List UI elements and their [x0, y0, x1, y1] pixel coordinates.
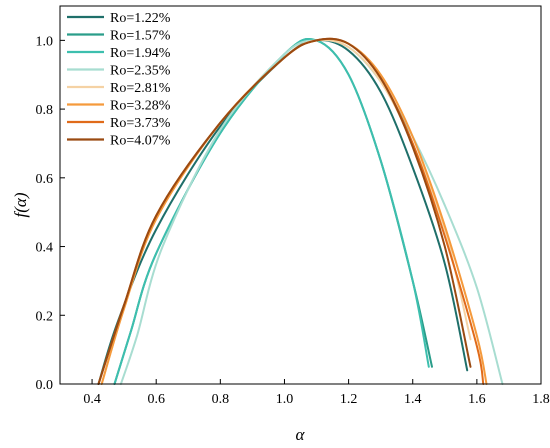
- x-tick-label: 1.6: [468, 392, 486, 407]
- legend-label: Ro=3.73%: [110, 116, 171, 131]
- x-tick-label: 0.4: [83, 392, 101, 407]
- y-tick-label: 0.2: [36, 309, 54, 324]
- y-tick-label: 0.8: [36, 103, 54, 118]
- plot-frame: [59, 5, 542, 385]
- legend-label: Ro=4.07%: [110, 134, 171, 149]
- series-line-4: [119, 39, 504, 385]
- y-tick-label: 1.0: [36, 34, 54, 49]
- y-tick-label: 0.4: [36, 241, 54, 256]
- legend: Ro=1.22% Ro=1.57% Ro=1.94% Ro=2.35% Ro=2.81%…: [67, 11, 171, 149]
- x-tick-label: 1.8: [532, 392, 550, 407]
- x-tick-label: 1.0: [276, 392, 294, 407]
- x-axis-title: α: [296, 425, 306, 444]
- axis-ticks: 0.4 0.6 0.8 1.0 1.2 1.4 1.6 1.8 0.0 0.2 0.4 0.6 0.8 1…: [36, 34, 550, 407]
- legend-label: Ro=1.22%: [110, 11, 171, 26]
- series-curves: [97, 37, 504, 385]
- x-tick-label: 1.2: [340, 392, 358, 407]
- series-line-8: [97, 37, 472, 385]
- x-tick-label: 0.6: [147, 392, 165, 407]
- x-tick-label: 1.4: [404, 392, 422, 407]
- legend-label: Ro=1.57%: [110, 29, 171, 44]
- y-axis-title: f(α): [11, 192, 30, 217]
- x-tick-label: 0.8: [212, 392, 230, 407]
- legend-label: Ro=2.35%: [110, 64, 171, 79]
- legend-label: Ro=1.94%: [110, 46, 171, 61]
- y-tick-label: 0.6: [36, 172, 54, 187]
- y-tick-label: 0.0: [36, 378, 54, 393]
- legend-label: Ro=3.28%: [110, 99, 171, 114]
- legend-label: Ro=2.81%: [110, 81, 171, 96]
- series-line-3: [113, 37, 430, 385]
